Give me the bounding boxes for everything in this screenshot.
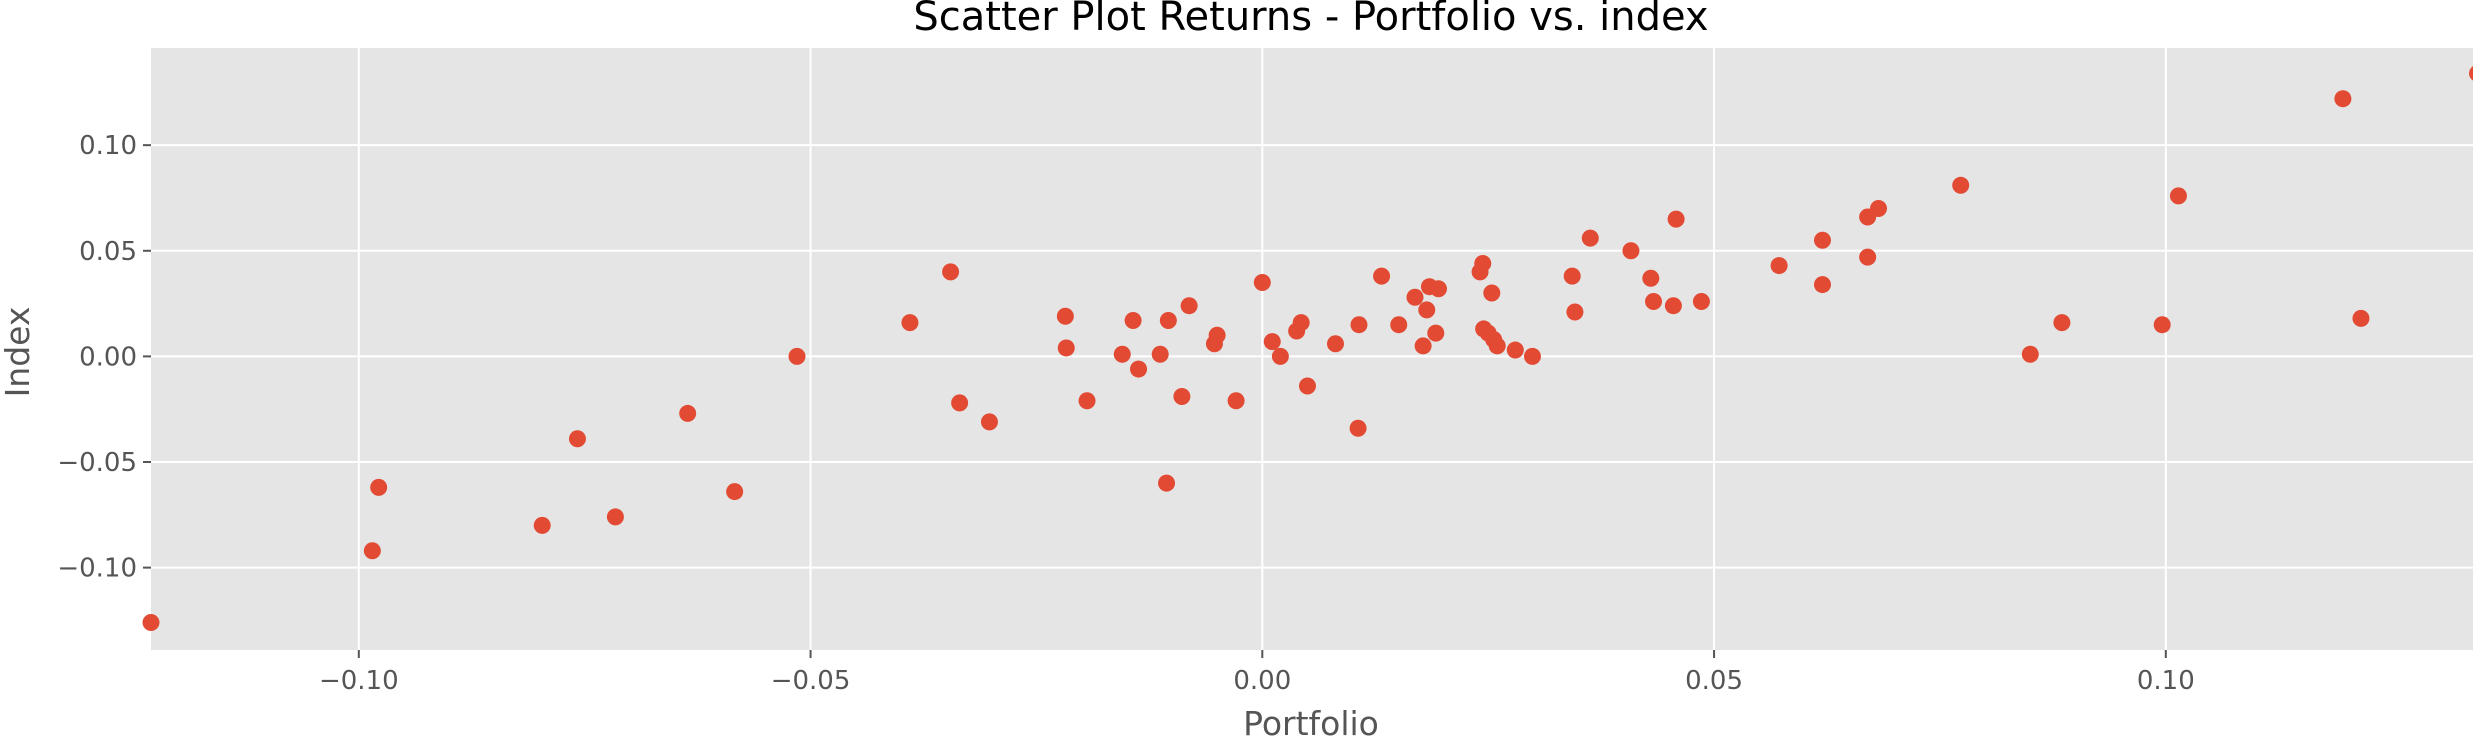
data-point xyxy=(1349,419,1367,437)
data-point xyxy=(1208,326,1226,344)
data-point xyxy=(370,478,388,496)
data-point xyxy=(1506,341,1524,359)
data-point xyxy=(1622,242,1640,260)
data-point xyxy=(1427,324,1445,342)
x-tick-label: 0.05 xyxy=(1685,666,1743,696)
x-tick-label: −0.05 xyxy=(771,666,851,696)
data-point xyxy=(726,483,744,501)
data-point xyxy=(1292,314,1310,332)
data-point xyxy=(363,542,381,560)
y-tick-label: −0.10 xyxy=(57,554,137,584)
data-point xyxy=(1952,176,1970,194)
data-point xyxy=(1523,347,1541,365)
data-point xyxy=(1227,392,1245,410)
data-point xyxy=(980,413,998,431)
data-point xyxy=(1667,210,1685,228)
data-point xyxy=(1869,200,1887,218)
data-point xyxy=(2352,309,2370,327)
data-point xyxy=(1429,280,1447,298)
data-point xyxy=(1113,345,1131,363)
y-tick-label: 0.05 xyxy=(79,237,137,267)
data-point xyxy=(2169,187,2187,205)
data-point xyxy=(606,508,624,526)
data-point xyxy=(1159,311,1177,329)
data-point xyxy=(1180,297,1198,315)
y-tick-label: −0.05 xyxy=(57,448,137,478)
x-axis-label: Portfolio xyxy=(1243,704,1379,743)
data-point xyxy=(533,516,551,534)
data-point xyxy=(1130,360,1148,378)
data-point xyxy=(1263,333,1281,351)
data-point xyxy=(1642,269,1660,287)
data-point xyxy=(1692,292,1710,310)
x-axis-ticks: −0.10 −0.05 0.00 0.05 0.10 xyxy=(319,650,2195,696)
data-point xyxy=(1124,311,1142,329)
data-point xyxy=(942,263,960,281)
data-point xyxy=(2053,314,2071,332)
x-tick-label: 0.10 xyxy=(2137,666,2195,696)
data-point xyxy=(1173,388,1191,406)
grid-lines xyxy=(151,48,2473,650)
data-point xyxy=(1373,267,1391,285)
data-point xyxy=(951,394,969,412)
data-point xyxy=(1390,316,1408,334)
data-point xyxy=(1414,337,1432,355)
data-point xyxy=(142,614,160,632)
data-point xyxy=(1253,273,1271,291)
data-point xyxy=(1406,288,1424,306)
data-point xyxy=(1664,297,1682,315)
data-point xyxy=(679,404,697,422)
data-point xyxy=(901,314,919,332)
data-point xyxy=(1057,339,1075,357)
data-point xyxy=(1056,307,1074,325)
y-tick-label: 0.00 xyxy=(79,342,137,372)
data-point xyxy=(1158,474,1176,492)
data-point xyxy=(1474,254,1492,272)
data-points xyxy=(142,66,2473,632)
y-axis-ticks: −0.10 −0.05 0.00 0.05 0.10 xyxy=(57,131,151,584)
data-point xyxy=(1151,345,1169,363)
data-point xyxy=(1566,303,1584,321)
data-point xyxy=(1645,292,1663,310)
data-point xyxy=(1326,335,1344,353)
data-point xyxy=(1581,229,1599,247)
plot-area xyxy=(151,48,2473,650)
y-tick-label: 0.10 xyxy=(79,131,137,161)
data-point xyxy=(2469,66,2473,81)
data-point xyxy=(2021,345,2039,363)
x-tick-label: 0.00 xyxy=(1233,666,1291,696)
data-point xyxy=(1859,248,1877,266)
data-point xyxy=(1350,316,1368,334)
data-point xyxy=(1078,392,1096,410)
data-point xyxy=(1488,337,1506,355)
data-point xyxy=(1418,301,1436,319)
data-point xyxy=(2153,316,2171,334)
x-tick-label: −0.10 xyxy=(319,666,399,696)
data-point xyxy=(568,430,586,448)
data-point xyxy=(788,347,806,365)
data-point xyxy=(2334,90,2352,108)
data-point xyxy=(1813,231,1831,249)
data-point xyxy=(1271,347,1289,365)
data-point xyxy=(1770,257,1788,275)
data-point xyxy=(1813,276,1831,294)
data-point xyxy=(1298,377,1316,395)
data-point xyxy=(1563,267,1581,285)
data-point xyxy=(1483,284,1501,302)
y-axis-label: Index xyxy=(0,307,37,398)
chart-title: Scatter Plot Returns - Portfolio vs. ind… xyxy=(913,0,1708,40)
